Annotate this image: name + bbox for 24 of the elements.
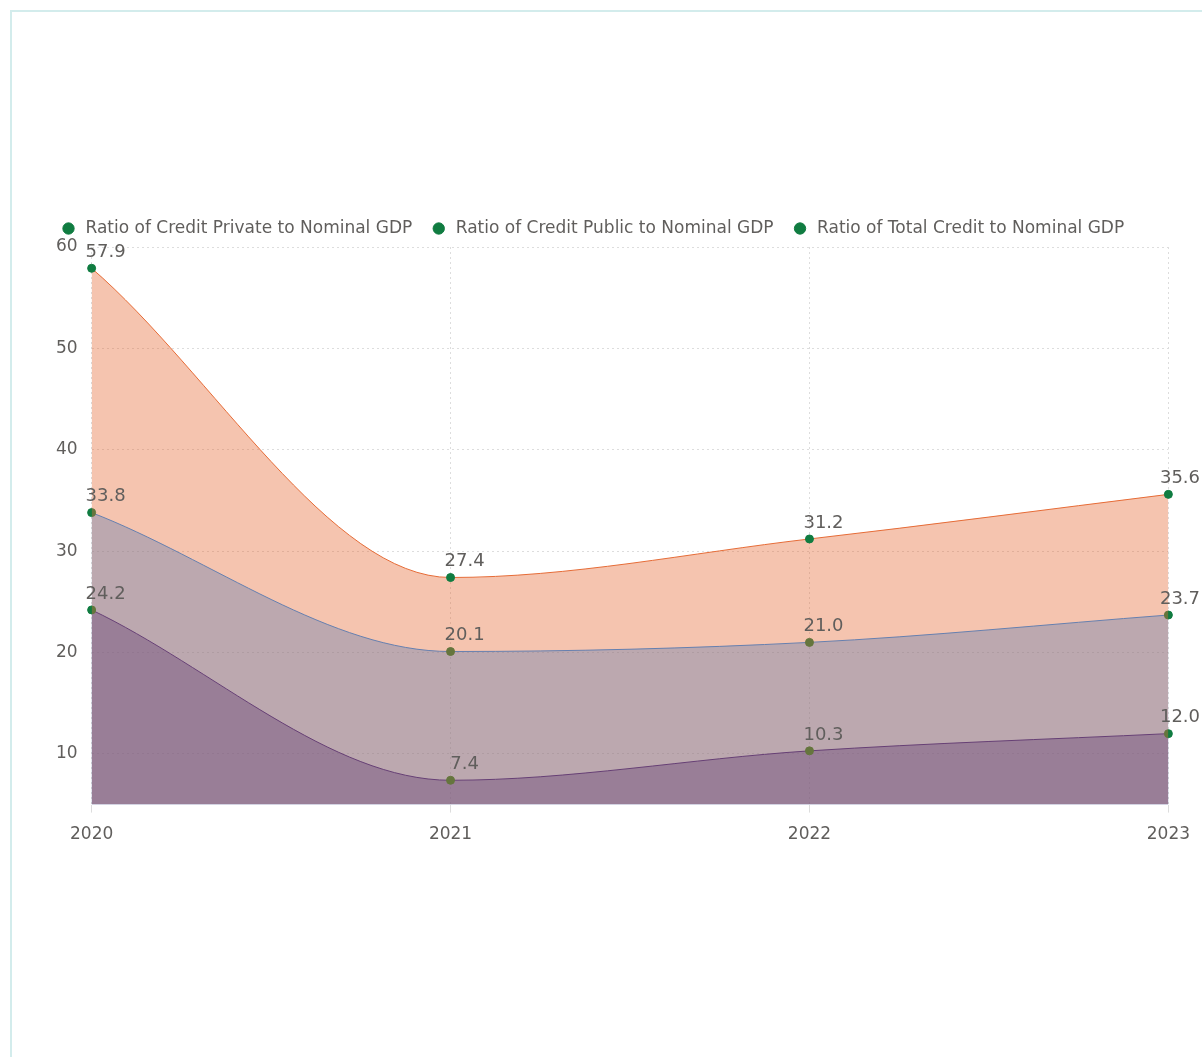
x-tick-label: 2023 [1146,823,1190,844]
y-tick-label: 20 [55,640,78,661]
y-tick-label: 30 [55,539,78,560]
data-label: 31.2 [803,510,844,532]
data-label: 27.4 [444,549,485,571]
y-tick-label: 50 [55,336,78,357]
data-label: 10.3 [803,722,844,744]
data-label: 23.7 [1159,586,1201,608]
y-tick-label: 40 [55,438,78,459]
y-tick-label: 10 [55,742,78,763]
x-tick-label: 2020 [70,823,114,844]
data-label: 20.1 [444,623,485,645]
x-tick-label: 2022 [787,823,832,844]
y-tick-label: 60 [55,235,78,256]
data-label: 12.0 [1159,705,1201,727]
data-label: 35.6 [1159,466,1201,488]
legend-label: Ratio of Credit Private to Nominal GDP [85,216,413,237]
data-label: 57.9 [85,239,126,261]
data-label: 33.8 [85,484,126,506]
data-label: 7.4 [450,751,479,773]
legend-label: Ratio of Credit Public to Nominal GDP [455,216,774,237]
legend-label: Ratio of Total Credit to Nominal GDP [817,216,1125,237]
x-tick-label: 2021 [428,823,473,844]
data-label: 21.0 [803,614,844,636]
